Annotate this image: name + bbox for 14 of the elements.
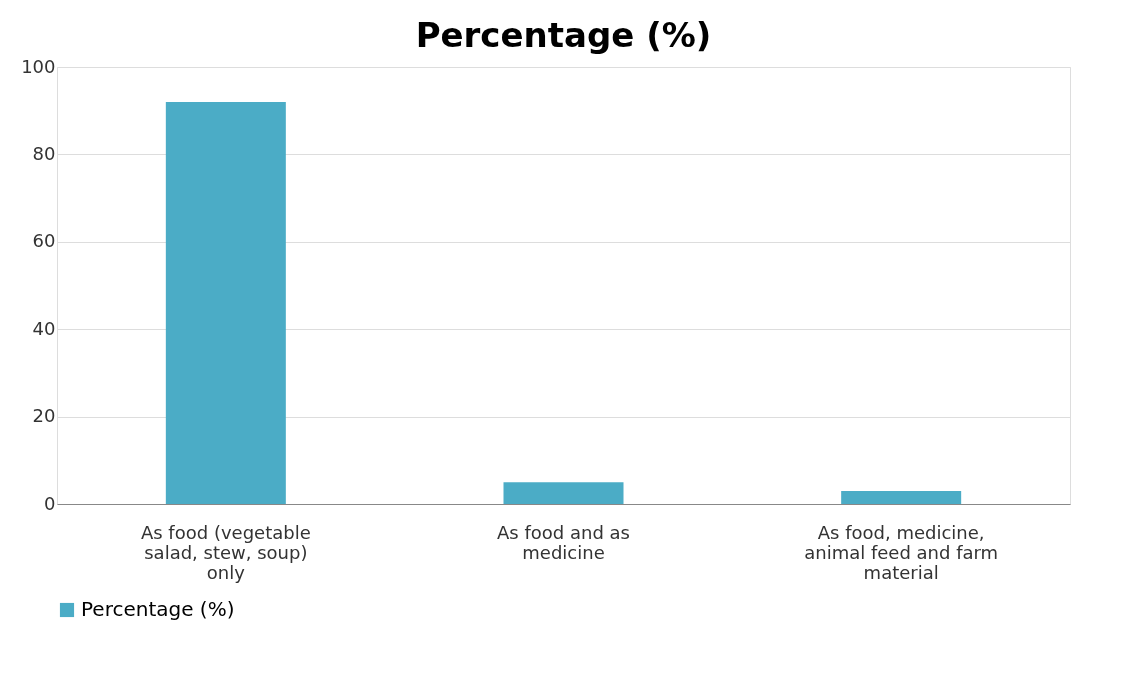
x-tick-label: As food, medicine, animal feed and farm material [804,521,999,583]
y-tick-label: 0 [44,492,56,514]
x-tick-label: As food and as medicine [497,521,630,563]
y-tick-label: 60 [32,230,56,252]
legend-label: Percentage (%) [81,597,235,621]
y-tick-label: 80 [32,142,56,164]
chart-title: Percentage (%) [415,15,712,55]
x-tick-label: As food (vegetable salad, stew, soup) only [140,521,311,583]
y-tick-label: 100 [21,55,56,77]
y-tick-label: 20 [32,405,56,427]
bar [503,482,624,504]
bar [841,490,962,504]
y-tick-label: 40 [32,317,56,339]
bar [165,101,286,504]
